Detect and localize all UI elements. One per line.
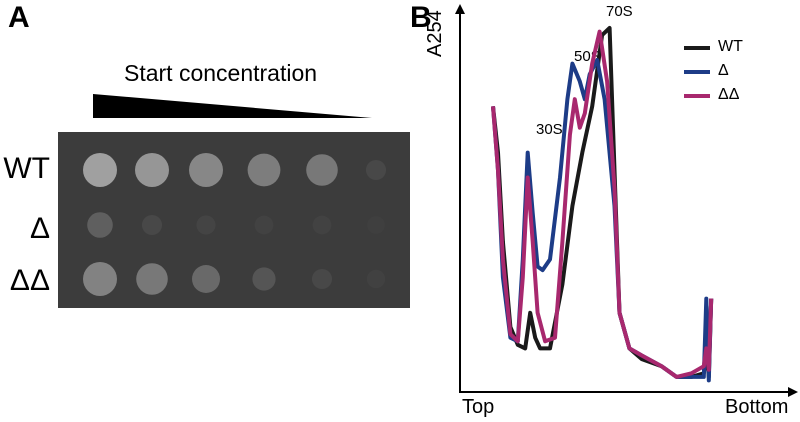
colony-spot <box>247 153 281 187</box>
row-label-double-delta: ΔΔ <box>9 264 50 297</box>
panel-a-letter: A <box>8 1 30 34</box>
colony-spot <box>306 154 338 186</box>
colony-spot <box>367 216 385 234</box>
x-axis-start-label: Top <box>462 396 495 418</box>
y-axis-arrow <box>455 4 465 14</box>
legend-label-double-delta: ΔΔ <box>718 86 740 103</box>
concentration-wedge <box>93 94 372 118</box>
colony-spot <box>312 215 332 235</box>
x-axis-end-label: Bottom <box>725 396 789 418</box>
colony-spot <box>189 153 223 187</box>
colony-spot <box>83 262 117 296</box>
series-line <box>491 29 714 379</box>
colony-spot <box>135 153 169 187</box>
colony-spot <box>366 269 386 289</box>
row-label-wt: WT <box>3 152 50 185</box>
colony-spot <box>87 212 113 238</box>
legend-label-wt: WT <box>718 38 743 55</box>
colony-spot <box>136 263 168 295</box>
colony-spot <box>196 215 216 235</box>
colony-spot <box>192 265 220 293</box>
peak-label-30s: 30S <box>536 121 563 138</box>
colony-spot <box>252 267 276 291</box>
colony-spot <box>254 215 274 235</box>
colony-spot <box>365 159 387 181</box>
colony-spot <box>141 214 163 236</box>
panel-b-letter: B <box>410 1 432 34</box>
row-label-delta: Δ <box>29 212 50 245</box>
start-concentration-label: Start concentration <box>124 60 318 86</box>
panel-a-graphics <box>58 94 410 308</box>
x-axis-arrow <box>788 387 798 397</box>
colony-spot <box>83 153 117 187</box>
colony-spot <box>311 268 333 290</box>
peak-label-70s: 70S <box>606 3 633 20</box>
legend-label-delta: Δ <box>718 62 729 79</box>
